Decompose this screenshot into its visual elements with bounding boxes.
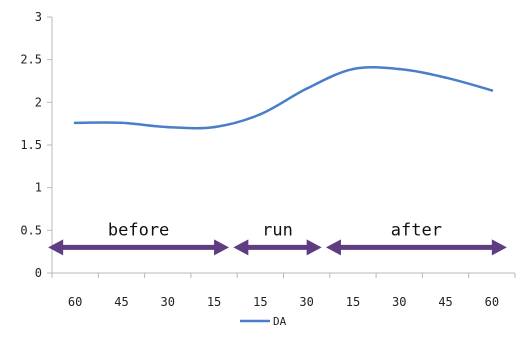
phase-annotations: before run after [48, 220, 507, 256]
series-line-da [73, 65, 494, 130]
y-tick-label: 1 [35, 181, 42, 195]
x-axis: 60 45 30 15 15 30 15 30 45 60 [51, 272, 516, 309]
y-tick-label: 2 [35, 95, 42, 109]
x-tick-label: 15 [207, 295, 221, 309]
x-tick-label: 15 [253, 295, 267, 309]
legend: DA [240, 315, 287, 328]
data-point [305, 87, 308, 90]
x-tick-label: 30 [299, 295, 313, 309]
phase-arrow-after: after [325, 220, 507, 256]
data-point [212, 125, 216, 129]
phase-arrow-head-right [214, 239, 230, 256]
x-tick-label: 15 [346, 295, 360, 309]
data-point [259, 112, 262, 116]
phase-arrow-head-right [491, 239, 507, 256]
phase-label-after: after [391, 220, 442, 240]
x-tick-label: 30 [392, 295, 406, 309]
data-point [490, 89, 494, 92]
y-tick-label: 2.5 [20, 53, 42, 67]
data-point [166, 125, 170, 129]
x-tick-label: 30 [161, 295, 175, 309]
series-layer [73, 65, 494, 130]
phase-arrow-head-left [48, 239, 64, 256]
y-tick-label: 3 [35, 10, 42, 24]
phase-arrow-head-right [306, 239, 322, 256]
x-tick-label: 60 [485, 295, 499, 309]
x-tick-label: 45 [114, 295, 128, 309]
phase-arrow-head-left [233, 239, 249, 256]
phase-arrow-head-left [325, 239, 341, 256]
legend-label-da: DA [273, 315, 287, 328]
y-tick-label: 1.5 [20, 138, 42, 152]
y-tick-label: 0 [35, 266, 42, 280]
x-tick-label: 45 [438, 295, 452, 309]
data-point [73, 121, 77, 125]
x-tick-label: 60 [68, 295, 82, 309]
phase-arrow-before: before [48, 220, 230, 256]
data-point [351, 67, 355, 71]
phase-arrow-run: run [233, 220, 322, 256]
data-point [397, 67, 401, 71]
y-tick-label: 0.5 [20, 223, 42, 237]
phase-label-run: run [262, 220, 293, 240]
phase-label-before: before [108, 220, 169, 240]
data-point [120, 121, 123, 125]
data-point [444, 76, 447, 79]
y-axis: 0 0.5 1 1.5 2 2.5 3 [20, 10, 53, 280]
